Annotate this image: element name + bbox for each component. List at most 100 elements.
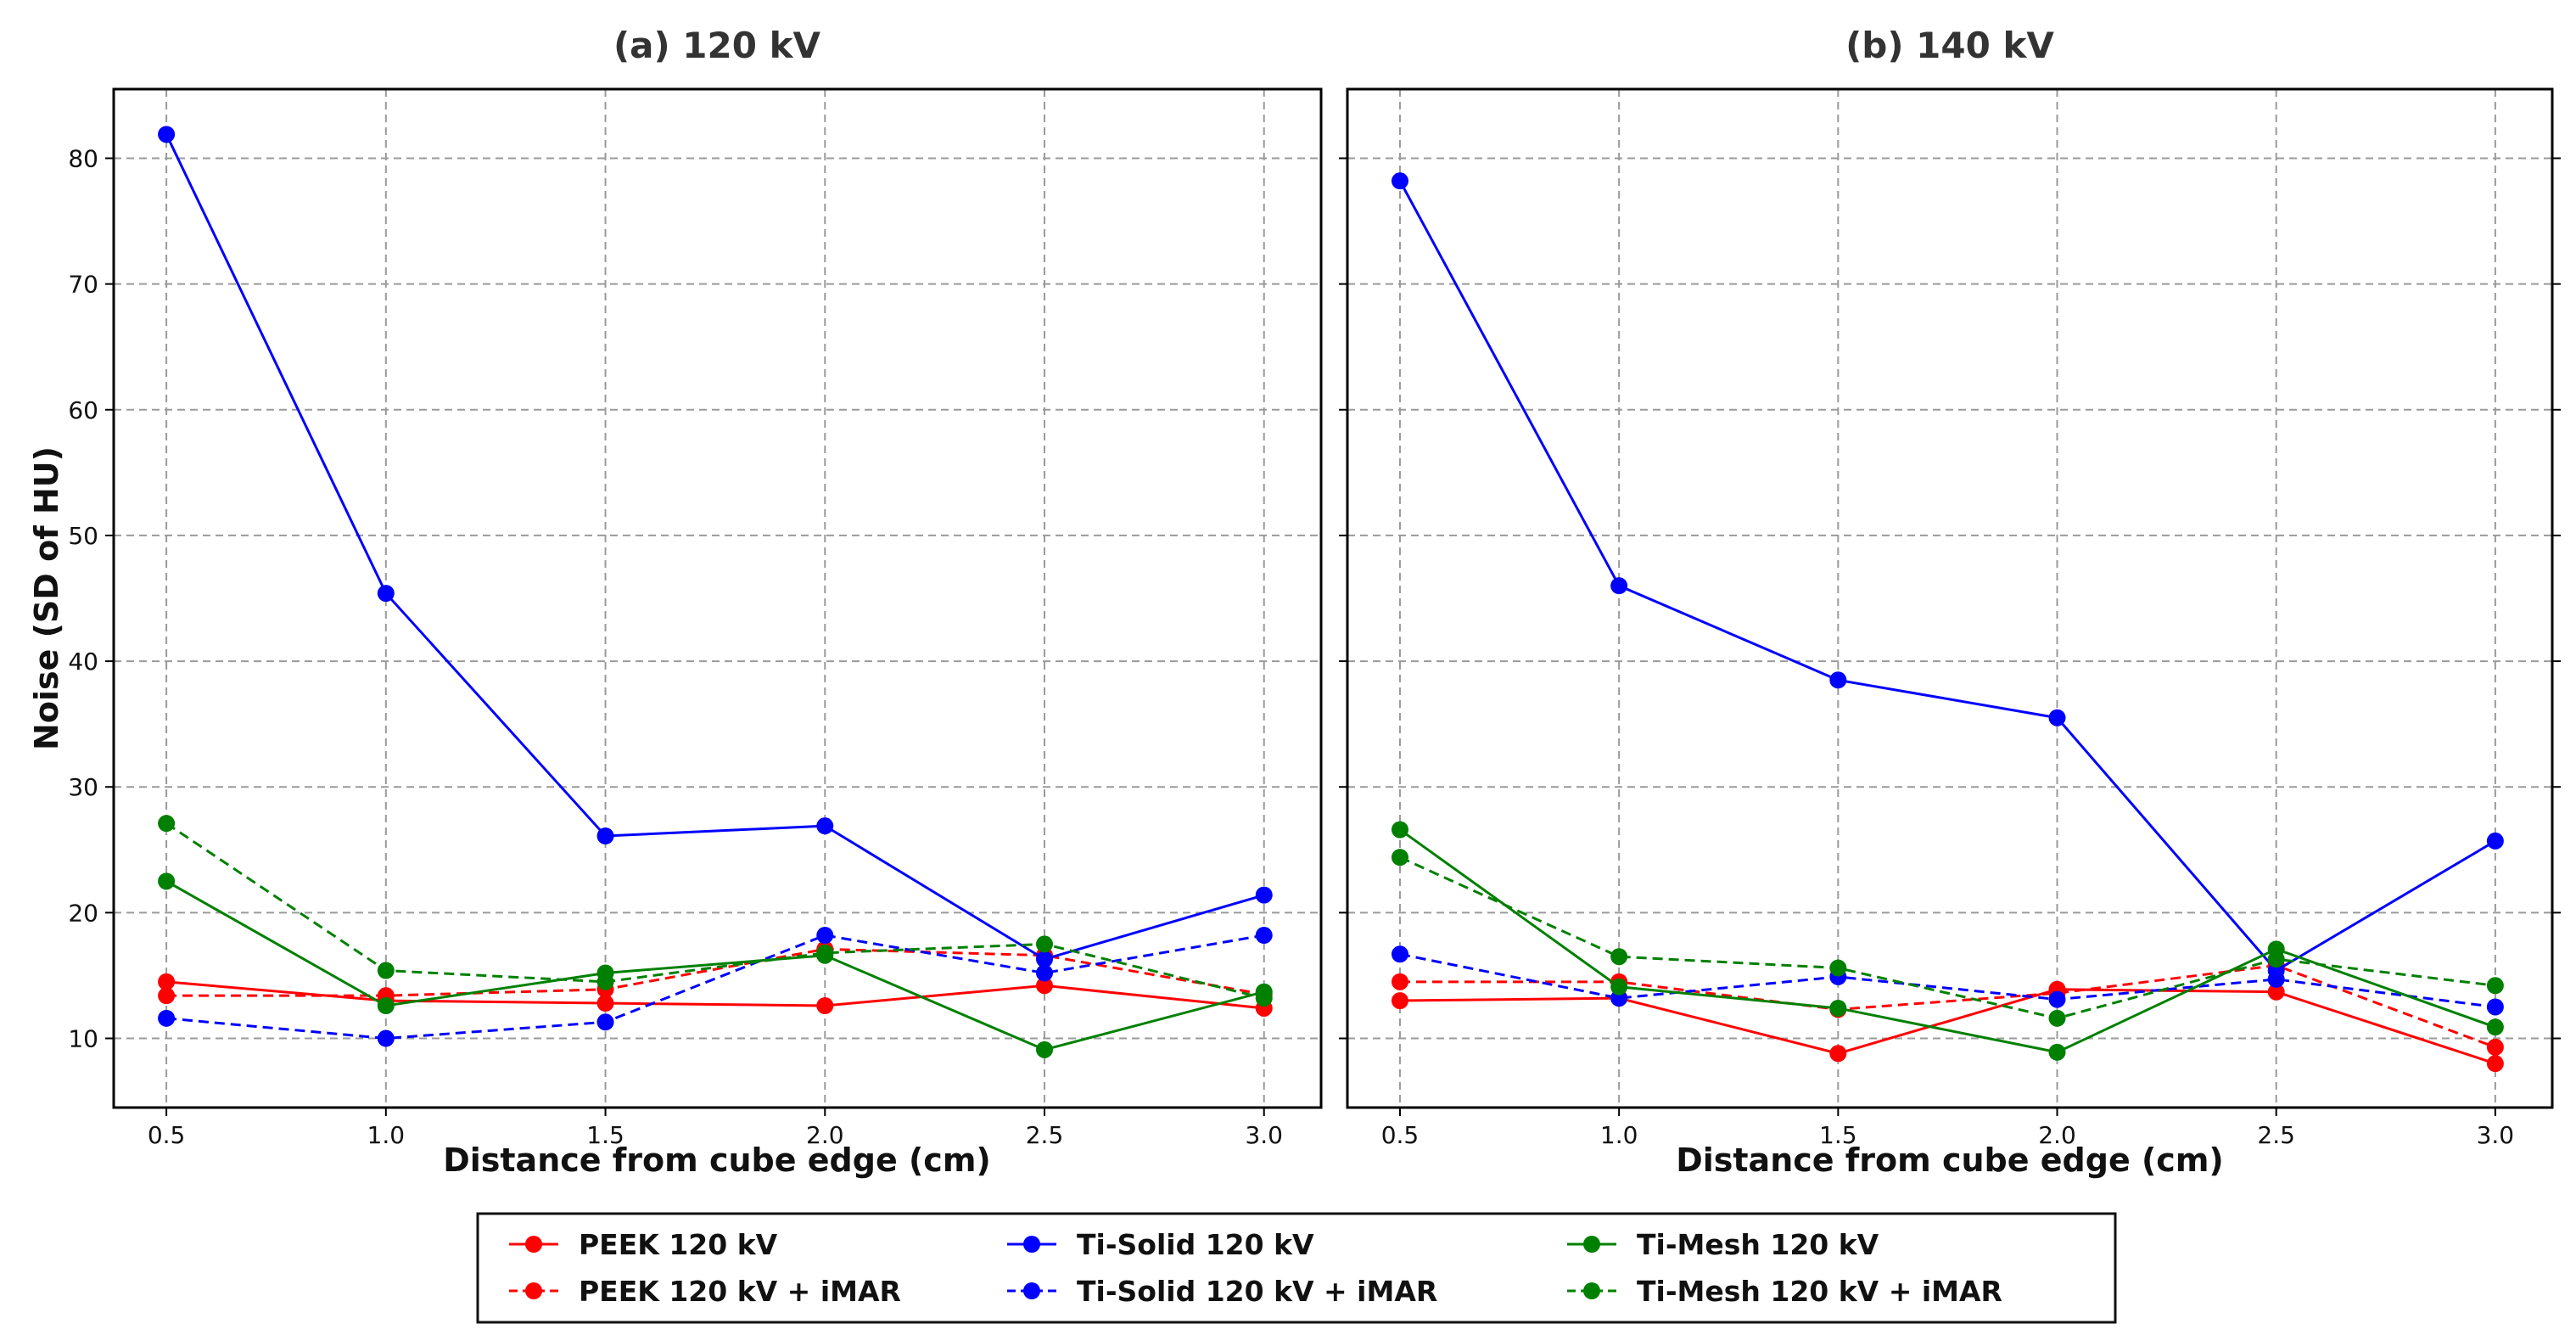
panel-b-ticks: 0.5 1.0 1.5 2.0 2.5 3.0 xyxy=(1339,157,2561,1149)
legend-label: Ti-Mesh 120 kV xyxy=(1637,1228,1879,1261)
legend-label: Ti-Solid 120 kV + iMAR xyxy=(1077,1275,1437,1308)
panel-a-line-ti-solid-120-kv xyxy=(165,133,1265,961)
panel-b-point-ti-solid-120-kv-plus-imar xyxy=(2486,998,2504,1016)
legend-marker-swatch xyxy=(1583,1282,1600,1299)
panel-b-point-peek-120-kv-plus-imar xyxy=(1391,973,1408,990)
panel-b-point-ti-mesh-120-kv-plus-imar xyxy=(1829,959,1847,977)
legend-marker-swatch xyxy=(1023,1236,1040,1253)
panel-a-point-ti-solid-120-kv-plus-imar xyxy=(158,1009,176,1027)
panel-a-x-tick-label: 1.0 xyxy=(367,1121,406,1149)
panel-b-x-tick-label: 3.0 xyxy=(2477,1121,2515,1149)
panel-b-x-tick-label: 2.0 xyxy=(2038,1121,2076,1149)
y-tick-label: 10 xyxy=(68,1025,98,1053)
panel-b-point-ti-mesh-120-kv xyxy=(2048,1043,2066,1061)
legend-item-ti-mesh-120-kv-plus-imar: Ti-Mesh 120 kV + iMAR xyxy=(1567,1275,2002,1308)
panel-a-point-ti-solid-120-kv xyxy=(816,817,834,835)
panel-b-point-ti-mesh-120-kv xyxy=(1829,999,1847,1017)
y-tick-label: 20 xyxy=(68,899,98,927)
panel-a-point-ti-mesh-120-kv-plus-imar xyxy=(816,944,834,962)
panel-a-point-ti-mesh-120-kv-plus-imar xyxy=(158,815,176,833)
panel-b-x-tick-label: 1.0 xyxy=(1600,1121,1638,1149)
y-tick-label: 70 xyxy=(68,271,98,299)
y-tick-label: 30 xyxy=(68,773,98,801)
y-axis-label: Noise (SD of HU) xyxy=(28,446,65,750)
legend-marker-swatch xyxy=(1583,1236,1600,1253)
panel-b-line-ti-solid-120-kv xyxy=(1398,180,2496,973)
panel-b-series-ti-mesh-120-kv xyxy=(1391,821,2504,1061)
legend-box xyxy=(476,1212,2117,1324)
panel-a-point-ti-mesh-120-kv-plus-imar xyxy=(377,962,395,979)
panel-b-x-tick-label: 2.5 xyxy=(2257,1121,2295,1149)
panel-a-ticks: 0.5 1.0 1.5 2.0 2.5 3.0 10 20 30 40 50 60 70 80 xyxy=(68,144,1283,1149)
panel-b-point-peek-120-kv xyxy=(2486,1055,2504,1073)
legend-items: PEEK 120 kV PEEK 120 kV + iMAR Ti-Solid 12… xyxy=(509,1228,2002,1308)
panel-a-point-ti-mesh-120-kv-plus-imar xyxy=(596,973,614,990)
y-tick-label: 60 xyxy=(68,396,98,424)
panel-a-point-ti-solid-120-kv-plus-imar xyxy=(816,927,834,945)
panel-a-line-ti-mesh-120-kv xyxy=(165,880,1265,1052)
panel-b-point-ti-mesh-120-kv-plus-imar xyxy=(1391,849,1408,867)
panel-b-series xyxy=(1391,172,2504,1073)
panel-a-point-ti-mesh-120-kv-plus-imar xyxy=(1255,990,1273,1007)
legend-label: PEEK 120 kV xyxy=(579,1228,778,1261)
panel-b-line-ti-solid-120-kv-plus-imar xyxy=(1399,952,2496,1008)
legend: PEEK 120 kV PEEK 120 kV + iMAR Ti-Solid 12… xyxy=(476,1212,2117,1324)
panel-b-point-ti-mesh-120-kv-plus-imar xyxy=(1610,948,1628,966)
panel-a-series-ti-solid-120-kv-plus-imar xyxy=(158,927,1273,1047)
panel-b-point-ti-solid-120-kv xyxy=(1610,577,1628,595)
legend-label: Ti-Solid 120 kV xyxy=(1077,1228,1314,1261)
panel-b-title: (b) 140 kV xyxy=(1845,25,2054,66)
panel-a-point-peek-120-kv xyxy=(158,973,176,990)
panel-a-point-ti-mesh-120-kv xyxy=(377,997,395,1014)
panel-a-point-ti-solid-120-kv xyxy=(158,126,176,143)
panel-b-point-peek-120-kv xyxy=(1391,992,1408,1010)
panel-a-point-ti-mesh-120-kv xyxy=(158,872,176,890)
panel-a-point-ti-solid-120-kv xyxy=(1036,951,1054,968)
panel-a-line-ti-solid-120-kv-plus-imar xyxy=(165,934,1264,1041)
panel-b-point-ti-mesh-120-kv-plus-imar xyxy=(2048,1009,2066,1027)
panel-b-grid xyxy=(1347,89,2552,1108)
legend-item-ti-solid-120-kv-plus-imar: Ti-Solid 120 kV + iMAR xyxy=(1007,1275,1437,1308)
y-tick-label: 80 xyxy=(68,144,98,172)
panel-b-x-axis-label: Distance from cube edge (cm) xyxy=(1676,1141,2224,1179)
legend-item-peek-120-kv-plus-imar: PEEK 120 kV + iMAR xyxy=(509,1275,901,1308)
legend-label: PEEK 120 kV + iMAR xyxy=(579,1275,901,1308)
legend-marker-swatch xyxy=(525,1282,542,1299)
panel-a-x-tick-label: 2.0 xyxy=(806,1121,844,1149)
panel-a-point-ti-mesh-120-kv xyxy=(1036,1041,1054,1058)
panel-b-x-tick-label: 0.5 xyxy=(1381,1121,1420,1149)
panel-b-point-ti-mesh-120-kv xyxy=(1610,978,1628,996)
panel-a-point-peek-120-kv xyxy=(596,995,614,1012)
panel-a-line-peek-120-kv xyxy=(165,980,1264,1010)
panel-b-line-peek-120-kv xyxy=(1399,988,2496,1065)
panel-b-series-ti-mesh-120-kv-plus-imar xyxy=(1391,849,2504,1027)
panel-b-line-peek-120-kv-plus-imar xyxy=(1399,964,2496,1049)
panel-a-120kv: (a) 120 kV 0.5 1.0 1.5 2.0 2.5 3.0 10 20 30 40 50 6… xyxy=(28,25,1323,1179)
panel-b-point-ti-mesh-120-kv xyxy=(1391,821,1408,839)
y-tick-label: 40 xyxy=(68,648,98,676)
panel-b-line-ti-mesh-120-kv-plus-imar xyxy=(1399,855,2496,1020)
panel-b-x-tick-label: 1.5 xyxy=(1819,1121,1857,1149)
panel-b-point-ti-mesh-120-kv xyxy=(2486,1018,2504,1036)
panel-b-point-ti-solid-120-kv-plus-imar xyxy=(2048,990,2066,1008)
panel-b-point-ti-mesh-120-kv-plus-imar xyxy=(2486,977,2504,995)
panel-a-frame xyxy=(112,87,1323,1109)
panel-b-point-ti-solid-120-kv xyxy=(1829,671,1847,689)
panel-a-x-tick-label: 1.5 xyxy=(586,1121,624,1149)
panel-b-frame xyxy=(1346,87,2554,1109)
panel-a-series xyxy=(158,126,1273,1058)
panel-b-series-peek-120-kv xyxy=(1391,980,2504,1073)
panel-a-point-ti-solid-120-kv xyxy=(377,585,395,603)
legend-item-peek-120-kv: PEEK 120 kV xyxy=(509,1228,778,1261)
panel-b-point-ti-solid-120-kv xyxy=(2486,832,2504,850)
panel-a-x-axis-label: Distance from cube edge (cm) xyxy=(443,1141,991,1179)
panel-a-point-ti-solid-120-kv xyxy=(596,827,614,844)
panel-a-point-ti-solid-120-kv-plus-imar xyxy=(1255,927,1273,945)
panel-b-series-ti-solid-120-kv xyxy=(1391,172,2504,979)
legend-item-ti-mesh-120-kv: Ti-Mesh 120 kV xyxy=(1567,1228,1879,1261)
legend-marker-swatch xyxy=(525,1236,542,1253)
panel-a-grid xyxy=(114,89,1321,1108)
panel-b-point-ti-solid-120-kv xyxy=(1391,172,1408,190)
panel-a-x-tick-label: 3.0 xyxy=(1245,1121,1283,1149)
